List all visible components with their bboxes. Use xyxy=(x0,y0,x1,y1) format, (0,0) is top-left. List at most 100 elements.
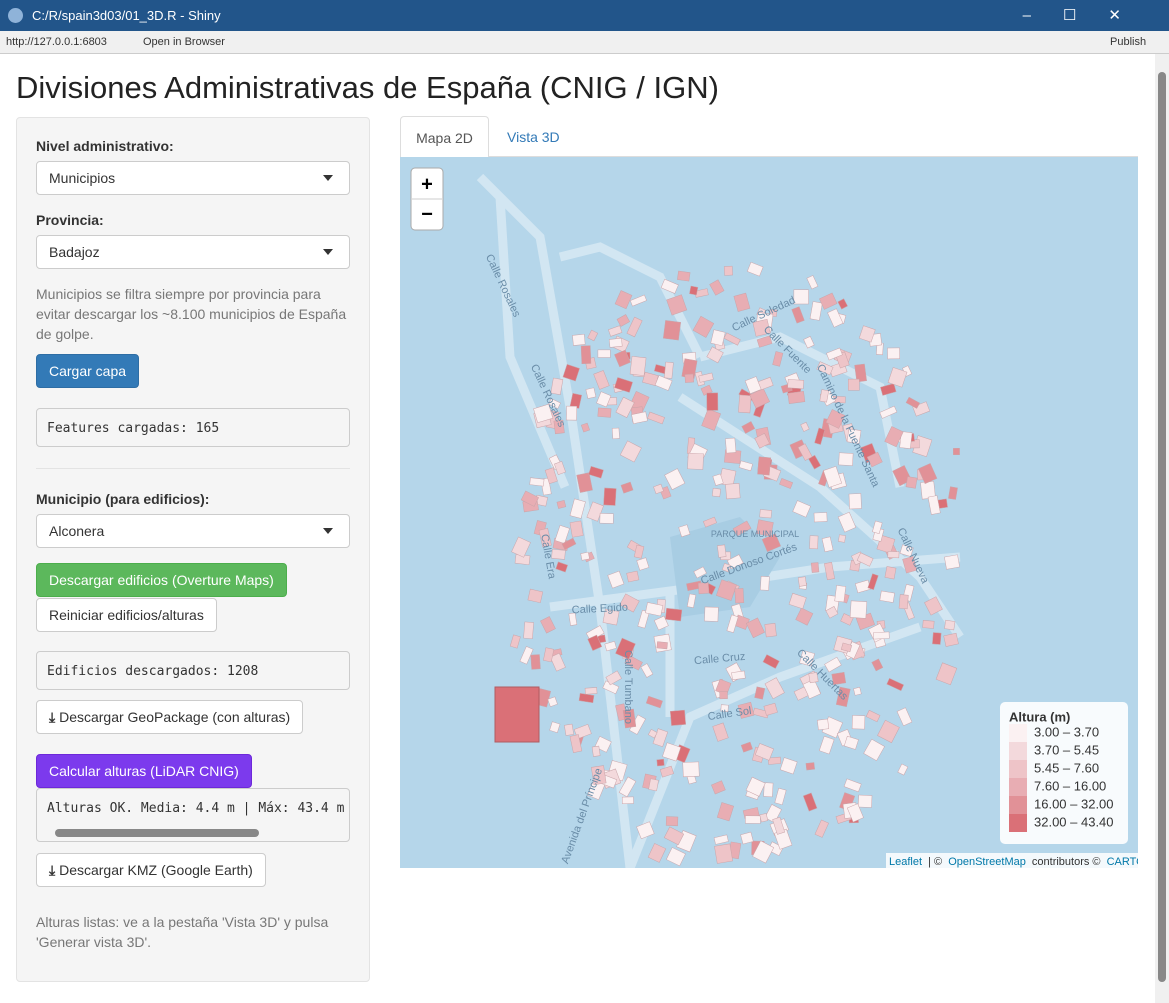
building xyxy=(620,481,634,494)
building xyxy=(599,513,614,524)
building xyxy=(569,520,584,538)
building xyxy=(511,536,531,558)
building xyxy=(687,452,704,470)
button[interactable]: Cargar capa xyxy=(36,354,140,388)
building xyxy=(645,695,663,709)
zoom-out[interactable]: − xyxy=(421,203,433,225)
button[interactable]: Reiniciar edificios/alturas xyxy=(36,598,217,632)
building xyxy=(927,495,941,515)
button[interactable]: Descargar GeoPackage (con alturas) xyxy=(36,700,304,734)
building xyxy=(826,347,843,361)
building xyxy=(821,536,834,553)
divider xyxy=(36,468,350,469)
building xyxy=(871,658,884,672)
building xyxy=(793,686,809,701)
building xyxy=(732,520,752,537)
building xyxy=(660,278,679,294)
building xyxy=(744,376,762,395)
street-label: Calle Tumbano xyxy=(622,650,634,724)
building xyxy=(948,486,958,500)
building xyxy=(918,463,938,485)
app-icon xyxy=(8,8,23,23)
building xyxy=(788,592,807,610)
building xyxy=(848,378,860,391)
building xyxy=(772,351,784,367)
building xyxy=(843,735,859,750)
building xyxy=(879,405,898,419)
select[interactable]: Municipios xyxy=(36,161,350,195)
building xyxy=(887,367,908,388)
building xyxy=(745,776,766,797)
building xyxy=(562,364,580,382)
attribution-text: Leaflet | © OpenStreetMap contributors ©… xyxy=(889,856,1138,868)
button[interactable]: Descargar edificios (Overture Maps) xyxy=(36,563,287,597)
button[interactable]: Descargar KMZ (Google Earth) xyxy=(36,853,266,887)
building xyxy=(772,816,786,835)
building xyxy=(779,757,798,775)
building xyxy=(519,646,534,665)
scrollbar[interactable] xyxy=(1155,54,1169,1003)
building xyxy=(549,652,566,672)
title-bar: C:/R/spain3d03/01_3D.R - Shiny –☐✕ xyxy=(0,0,1169,31)
building xyxy=(809,301,823,321)
scroll-thumb[interactable] xyxy=(1158,72,1166,982)
building xyxy=(697,582,710,595)
building xyxy=(793,289,809,305)
building xyxy=(647,411,665,425)
building xyxy=(838,534,846,543)
building xyxy=(867,573,879,591)
window-controls[interactable]: –☐✕ xyxy=(1022,7,1153,24)
building xyxy=(566,405,578,421)
building xyxy=(761,533,781,553)
building xyxy=(723,265,733,276)
legend-title: Altura (m) xyxy=(1009,709,1070,724)
building xyxy=(608,337,623,348)
field-label: Provincia: xyxy=(36,212,104,228)
building xyxy=(653,483,664,495)
h-scroll-thumb[interactable] xyxy=(55,829,259,837)
building xyxy=(754,686,766,700)
link[interactable]: CARTO xyxy=(1107,856,1138,868)
building xyxy=(857,794,873,808)
building xyxy=(608,325,623,337)
building xyxy=(626,316,643,338)
tab[interactable]: Vista 3D xyxy=(507,129,560,145)
building xyxy=(953,448,960,456)
building xyxy=(653,615,669,631)
building xyxy=(819,389,830,403)
street xyxy=(495,196,570,489)
publish[interactable]: Publish xyxy=(1110,36,1147,48)
zoom-in[interactable]: + xyxy=(421,173,433,195)
building xyxy=(899,431,913,449)
output: Alturas OK. Media: 4.4 m | Máx: 43.4 m xyxy=(36,788,350,842)
link[interactable]: Leaflet xyxy=(889,856,922,868)
building xyxy=(629,294,647,307)
building xyxy=(548,398,561,409)
building xyxy=(549,721,561,734)
building xyxy=(745,815,761,824)
building xyxy=(624,654,643,671)
building xyxy=(884,566,897,580)
building xyxy=(774,787,787,806)
building xyxy=(738,394,752,414)
building xyxy=(553,419,565,435)
building xyxy=(840,642,853,653)
building xyxy=(719,691,728,700)
link[interactable]: OpenStreetMap xyxy=(948,856,1026,868)
select[interactable]: Alconera xyxy=(36,514,350,548)
building xyxy=(797,443,813,461)
building xyxy=(580,422,590,433)
button[interactable]: Calcular alturas (LiDAR CNIG) xyxy=(36,754,252,788)
building xyxy=(814,819,829,838)
building xyxy=(752,840,775,864)
building xyxy=(716,802,734,822)
building xyxy=(819,292,838,310)
open-in-browser[interactable]: Open in Browser xyxy=(143,36,225,48)
building xyxy=(568,612,578,626)
tab-active[interactable]: Mapa 2D xyxy=(400,116,489,158)
building xyxy=(547,696,558,708)
building xyxy=(663,361,674,379)
select[interactable]: Badajoz xyxy=(36,235,350,269)
street-label: Calle Egido xyxy=(571,602,628,617)
